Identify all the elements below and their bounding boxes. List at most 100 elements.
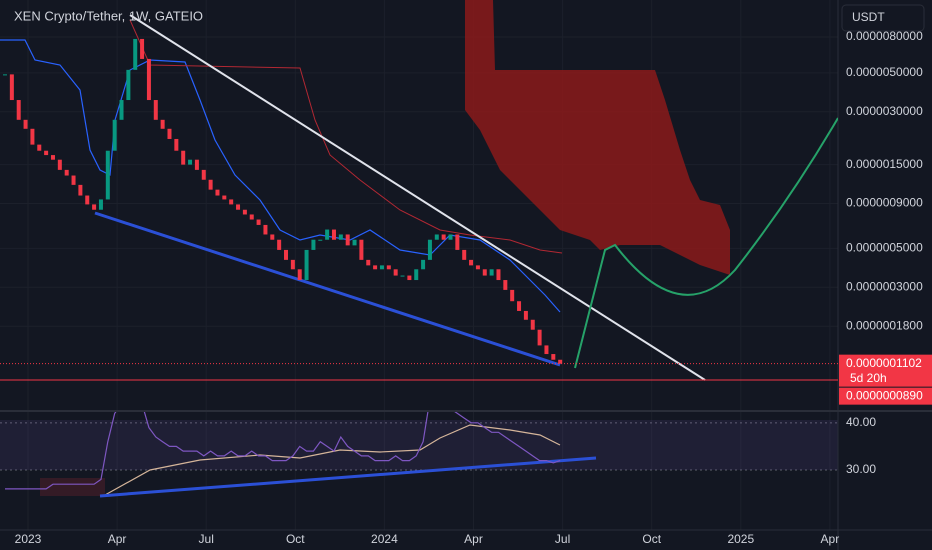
candle <box>71 175 76 185</box>
candle <box>482 269 487 276</box>
candle <box>215 189 220 196</box>
candle <box>263 224 268 235</box>
currency-label[interactable]: USDT <box>852 10 885 24</box>
candle <box>284 249 289 260</box>
candle <box>530 319 535 330</box>
candle <box>78 184 83 196</box>
hline-box <box>839 387 932 405</box>
resistance-trendline <box>129 14 706 381</box>
last-price-box <box>839 354 932 387</box>
candle <box>345 234 350 246</box>
candle <box>304 249 309 281</box>
candle <box>153 100 158 120</box>
candle <box>441 234 446 240</box>
candle <box>236 204 241 210</box>
chart-title: XEN Crypto/Tether, 1W, GATEIO <box>14 8 203 23</box>
candle <box>551 354 556 360</box>
candle <box>167 128 172 139</box>
candle <box>16 100 21 120</box>
last-price-label: 0.0000001102 <box>846 356 922 370</box>
candle <box>9 74 14 101</box>
labels: 2023 Apr Jul Oct 2024 Apr Jul Oct 2025 Apr 0.00000… <box>0 29 932 546</box>
hline-label: 0.0000000890 <box>846 388 923 402</box>
countdown-label: 5d 20h <box>850 371 887 385</box>
candle <box>366 259 371 266</box>
rsi-tick-label: 40.00 <box>846 415 876 429</box>
candle <box>201 169 206 180</box>
candle <box>256 219 261 225</box>
rsi-trendline <box>99 456 597 498</box>
rsi-band <box>0 420 838 470</box>
projection-path <box>574 117 838 369</box>
candle <box>160 119 165 129</box>
candle <box>393 269 398 276</box>
candle <box>517 301 522 311</box>
candle <box>352 239 357 246</box>
candle <box>277 239 282 250</box>
candle <box>523 310 528 320</box>
base-line <box>0 39 561 313</box>
candle <box>126 69 131 101</box>
x-tick-label: Oct <box>642 532 661 546</box>
candle <box>359 239 364 260</box>
candle <box>297 269 302 281</box>
candle <box>37 144 42 151</box>
candle <box>112 119 117 151</box>
rsi-ma <box>104 424 561 496</box>
candle <box>98 199 103 210</box>
y-tick-label: 0.0000001800 <box>846 318 923 332</box>
candle <box>23 119 28 129</box>
candle <box>188 159 193 165</box>
x-tick-label: Oct <box>286 532 305 546</box>
candle <box>475 265 480 270</box>
candle <box>222 195 227 200</box>
candle <box>30 128 35 145</box>
candle <box>3 74 7 76</box>
x-tick-label: 2024 <box>371 532 398 546</box>
y-tick-label: 0.0000009000 <box>846 196 923 210</box>
candle <box>290 259 295 270</box>
candle <box>50 155 55 160</box>
candle <box>386 265 391 270</box>
candle <box>421 259 426 270</box>
candle <box>92 204 97 210</box>
candle <box>105 150 110 200</box>
currency-button[interactable] <box>841 4 925 32</box>
y-tick-label: 0.0000080000 <box>846 29 923 43</box>
candle <box>537 329 542 346</box>
x-tick-label: Apr <box>821 532 840 546</box>
candle <box>489 269 494 276</box>
x-tick-label: 2023 <box>15 532 42 546</box>
candle <box>181 150 186 165</box>
candle <box>64 169 69 176</box>
rsi-tick-label: 30.00 <box>846 462 876 476</box>
candle <box>174 138 179 151</box>
candle <box>503 280 508 290</box>
candle <box>510 289 515 302</box>
candle <box>229 199 234 205</box>
candle <box>44 150 49 156</box>
x-tick-label: Jul <box>199 532 214 546</box>
candle <box>496 269 501 281</box>
rsi-line <box>5 412 561 490</box>
y-tick-label: 0.0000015000 <box>846 157 923 171</box>
candle <box>249 214 254 220</box>
support-trendline <box>94 211 561 367</box>
x-tick-label: Jul <box>555 532 570 546</box>
candle <box>325 229 330 240</box>
y-tick-label: 0.0000050000 <box>846 65 923 79</box>
candle <box>133 38 138 70</box>
candle <box>462 249 467 260</box>
candle <box>194 159 199 170</box>
overlays <box>0 0 838 381</box>
candle <box>455 234 460 250</box>
x-tick-label: 2025 <box>727 532 754 546</box>
rsi <box>5 412 561 490</box>
candles <box>3 38 563 364</box>
candle <box>434 234 439 240</box>
candle <box>427 239 432 260</box>
candle <box>270 234 275 240</box>
candle <box>242 209 247 215</box>
candle <box>311 239 316 250</box>
